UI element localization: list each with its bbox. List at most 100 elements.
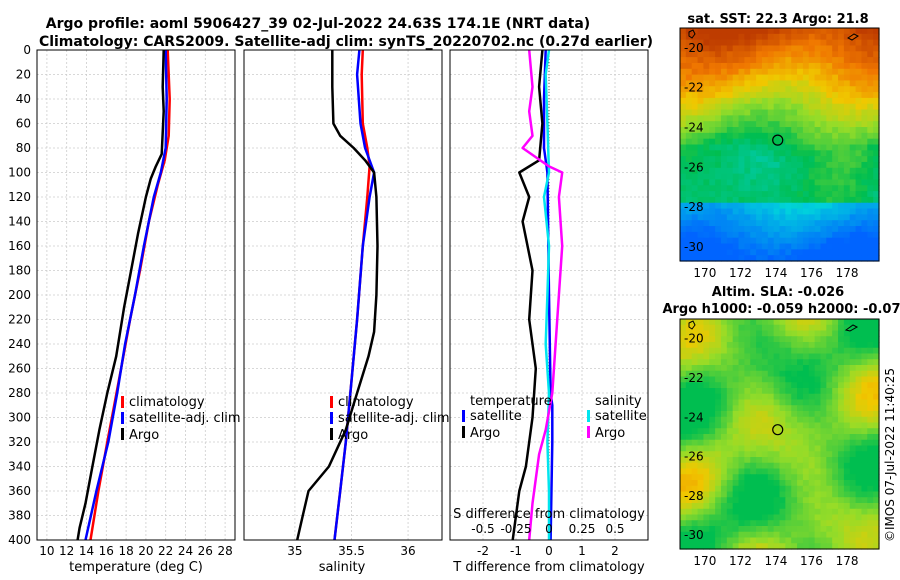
heatmap-cell (680, 51, 687, 58)
heatmap-cell (703, 342, 710, 349)
heatmap-cell (773, 173, 781, 181)
heatmap-cell (802, 231, 810, 239)
heatmap-cell (832, 526, 839, 533)
heatmap-cell (744, 150, 751, 157)
heatmap-cell (843, 33, 851, 41)
heatmap-cell (685, 243, 693, 250)
heatmap-cell (732, 370, 740, 378)
heatmap-cell (697, 382, 705, 389)
heatmap-cell (697, 28, 705, 35)
heatmap-cell (761, 468, 769, 475)
heatmap-cell (785, 428, 792, 435)
heatmap-cell (761, 255, 769, 262)
heatmap-cell (820, 416, 827, 424)
heatmap-cell (814, 324, 822, 332)
sst-argo-position-marker (772, 134, 784, 146)
heatmap-cell (802, 526, 810, 533)
heatmap-cell (861, 399, 868, 406)
heatmap-cell (738, 480, 745, 487)
heatmap-cell (855, 74, 863, 82)
heatmap-cell (726, 365, 734, 372)
heatmap-cell (744, 202, 751, 210)
heatmap-cell (767, 185, 775, 192)
heatmap-cell (761, 39, 769, 47)
heatmap-cell (861, 411, 868, 418)
heatmap-cell (750, 353, 757, 360)
heatmap-cell (750, 324, 757, 332)
heatmap-cell (767, 167, 775, 175)
heatmap-cell (814, 497, 822, 504)
heatmap-cell (685, 526, 693, 533)
heatmap-cell (703, 191, 710, 198)
heatmap-cell (720, 185, 728, 192)
heatmap-cell (744, 353, 751, 360)
heatmap-cell (750, 156, 757, 163)
heatmap-cell (808, 491, 816, 498)
heatmap-cell (756, 167, 763, 175)
heatmap-cell (691, 531, 699, 539)
heatmap-cell (820, 132, 827, 140)
heatmap-cell (750, 80, 757, 87)
heatmap-cell (756, 179, 763, 186)
heatmap-cell (843, 526, 851, 533)
heatmap-cell (685, 214, 693, 221)
heatmap-cell (826, 462, 833, 470)
heatmap-cell (726, 474, 734, 481)
heatmap-cell (732, 457, 740, 464)
heatmap-cell (838, 109, 845, 116)
heatmap-cell (779, 365, 786, 372)
heatmap-cell (873, 324, 880, 332)
heatmap-cell (826, 214, 833, 221)
heatmap-cell (703, 39, 710, 47)
heatmap-cell (797, 226, 804, 233)
heatmap-cell (832, 531, 839, 539)
heatmap-cell (726, 359, 734, 366)
heatmap-cell (761, 62, 769, 70)
heatmap-cell (680, 191, 687, 198)
heatmap-cell (861, 173, 868, 181)
heatmap-cell (808, 68, 816, 76)
heatmap-cell (680, 468, 687, 475)
heatmap-cell (744, 161, 751, 169)
heatmap-cell (703, 150, 710, 157)
heatmap-cell (838, 179, 845, 186)
heatmap-cell (861, 86, 868, 93)
heatmap-cell (826, 503, 833, 510)
latitude-tick-label: -22 (684, 81, 704, 95)
sst-map: sat. SST: 22.3 Argo: 21.8 170 172 174 176 17… (679, 12, 880, 280)
heatmap-cell (703, 480, 710, 487)
s-difference-tick-label: 0 (545, 522, 553, 536)
heatmap-cell (767, 191, 775, 198)
heatmap-cell (843, 422, 851, 429)
heatmap-cell (744, 480, 751, 487)
heatmap-cell (797, 132, 804, 140)
heatmap-cell (685, 220, 693, 227)
heatmap-cell (797, 237, 804, 245)
heatmap-cell (720, 526, 728, 533)
heatmap-cell (855, 226, 863, 233)
heatmap-cell (779, 330, 786, 337)
heatmap-cell (680, 74, 687, 82)
heatmap-cell (832, 411, 839, 418)
heatmap-cell (703, 376, 710, 383)
legend-swatch-sal-satellite (587, 410, 590, 422)
heatmap-cell (744, 28, 751, 35)
heatmap-cell (744, 173, 751, 181)
heatmap-cell (691, 439, 699, 447)
heatmap-cell (843, 330, 851, 337)
heatmap-cell (773, 179, 781, 186)
heatmap-cell (680, 474, 687, 481)
heatmap-cell (814, 74, 822, 82)
heatmap-cell (808, 451, 816, 458)
heatmap-cell (838, 115, 845, 122)
longitude-tick-label: 178 (836, 554, 859, 568)
heatmap-cell (680, 324, 687, 332)
heatmap-cell (843, 45, 851, 52)
heatmap-cell (797, 196, 804, 204)
heatmap-cell (680, 208, 687, 215)
heatmap-cell (715, 51, 722, 58)
heatmap-cell (756, 353, 763, 360)
heatmap-cell (691, 359, 699, 366)
heatmap-cell (832, 330, 839, 337)
heatmap-cell (680, 150, 687, 157)
